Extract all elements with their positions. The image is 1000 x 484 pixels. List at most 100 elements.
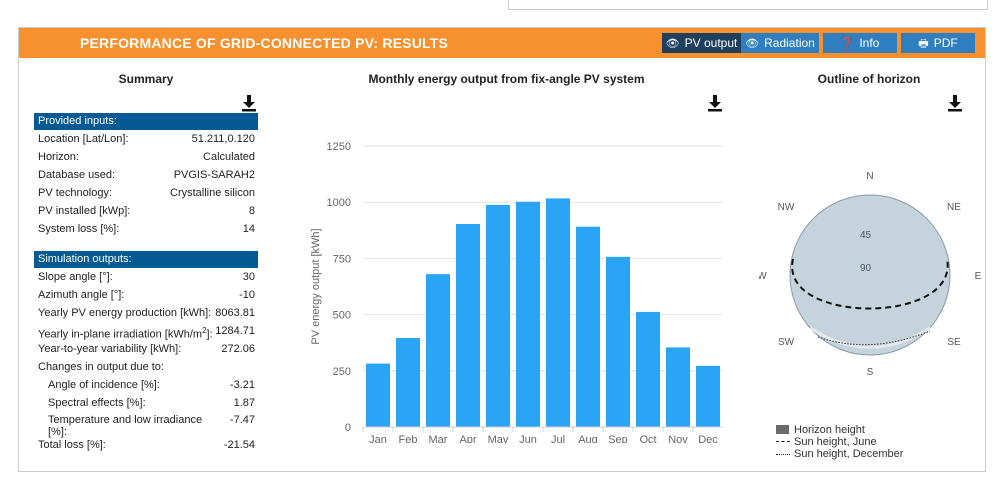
output-row: Total loss [%]: -21.54 bbox=[34, 436, 258, 454]
output-value: -3.21 bbox=[229, 379, 255, 391]
bar-mar bbox=[426, 274, 450, 427]
download-summary-icon[interactable] bbox=[241, 94, 257, 112]
sun-path-june bbox=[791, 258, 949, 310]
output-row: Temperature and low irradiance [%]: -7.47 bbox=[34, 412, 258, 438]
bar-feb bbox=[396, 337, 420, 427]
pdf-button[interactable]: 🖶 PDF bbox=[901, 33, 975, 53]
output-label: Total loss [%]: bbox=[38, 439, 106, 451]
x-tick-label: Oct bbox=[639, 434, 656, 443]
compass-label-se: SE bbox=[947, 337, 961, 348]
output-value: 272.06 bbox=[221, 343, 255, 355]
legend-horizon-height: Horizon height bbox=[774, 424, 903, 436]
question-circle-icon: ❓ bbox=[840, 38, 855, 50]
output-value: 1.87 bbox=[233, 397, 255, 409]
output-label: Year-to-year variability [kWh]: bbox=[38, 343, 182, 355]
x-tick-label: Jun bbox=[519, 434, 537, 443]
horizon-outline bbox=[809, 326, 931, 349]
download-horizon-icon[interactable] bbox=[947, 94, 963, 112]
output-value: -21.54 bbox=[223, 439, 255, 451]
y-tick-label: 500 bbox=[333, 310, 351, 322]
bar-apr bbox=[456, 224, 480, 427]
y-tick-label: 1000 bbox=[327, 197, 351, 209]
output-row: Changes in output due to: bbox=[34, 358, 258, 376]
chart-title: Monthly energy output from fix-angle PV … bbox=[368, 72, 645, 86]
horizon-disk bbox=[789, 194, 951, 356]
input-label: Horizon: bbox=[38, 151, 79, 163]
y-tick-label: 1250 bbox=[327, 141, 351, 153]
output-label: Angle of incidence [%]: bbox=[48, 379, 160, 391]
results-header: PERFORMANCE OF GRID-CONNECTED PV: RESULT… bbox=[19, 28, 985, 58]
bar-dec bbox=[696, 365, 720, 427]
output-row: Azimuth angle [°]: -10 bbox=[34, 286, 258, 304]
output-label: Spectral effects [%]: bbox=[48, 397, 146, 409]
x-tick-label: Dec bbox=[698, 434, 718, 443]
ring-label-90: 90 bbox=[860, 263, 872, 274]
output-row: Angle of incidence [%]: -3.21 bbox=[34, 376, 258, 394]
input-value: PVGIS-SARAH2 bbox=[173, 169, 255, 181]
input-row: Database used: PVGIS-SARAH2 bbox=[34, 166, 258, 184]
y-tick-label: 750 bbox=[333, 253, 351, 265]
eye-icon: 👁 bbox=[745, 38, 760, 50]
pv-output-button[interactable]: 👁 PV output bbox=[662, 33, 741, 53]
info-button[interactable]: ❓ Info bbox=[823, 33, 897, 53]
bar-oct bbox=[636, 311, 660, 427]
output-value: 30 bbox=[242, 271, 255, 283]
compass-label-e: E bbox=[975, 271, 981, 282]
horizon-plot: 45 90 N NE E SE S SW W NW bbox=[759, 171, 981, 378]
x-tick-label: Sep bbox=[608, 434, 628, 443]
eye-icon: 👁 bbox=[665, 38, 680, 50]
input-value: 14 bbox=[242, 223, 255, 235]
top-input-box bbox=[508, 0, 988, 10]
simulation-outputs-table: Simulation outputs: Slope angle [°]: 30 Az… bbox=[34, 251, 258, 454]
bar-jan bbox=[366, 363, 390, 427]
output-label: Azimuth angle [°]: bbox=[38, 289, 125, 301]
ring-label-45: 45 bbox=[860, 230, 872, 241]
legend-sun-june: Sun height, June bbox=[774, 436, 903, 448]
x-tick-label: Apr bbox=[459, 434, 476, 443]
bar-jul bbox=[546, 198, 570, 427]
output-value: -7.47 bbox=[229, 414, 255, 426]
radiation-button[interactable]: 👁 Radiation bbox=[741, 33, 819, 53]
output-label: Slope angle [°]: bbox=[38, 271, 113, 283]
download-chart-icon[interactable] bbox=[707, 94, 723, 112]
printer-icon: 🖶 bbox=[918, 38, 929, 50]
output-label: Yearly in-plane irradiation [kWh/m2]: bbox=[38, 326, 213, 341]
input-row: PV installed [kWp]: 8 bbox=[34, 202, 258, 220]
input-label: PV technology: bbox=[38, 187, 112, 199]
output-label: Yearly PV energy production [kWh]: bbox=[38, 307, 212, 319]
input-row: System loss [%]: 14 bbox=[34, 220, 258, 238]
sun-path-december bbox=[817, 330, 931, 346]
x-tick-label: Feb bbox=[399, 434, 418, 443]
bar-nov bbox=[666, 347, 690, 427]
bar-jun bbox=[516, 201, 540, 427]
simulation-outputs-header: Simulation outputs: bbox=[34, 251, 258, 268]
output-value: 8063.81 bbox=[215, 307, 255, 319]
summary-title: Summary bbox=[118, 72, 174, 86]
y-tick-label: 250 bbox=[333, 366, 351, 378]
monthly-energy-chart: 0 250 500 750 1000 1250 Jan Feb Mar Apr May Jun Jul A… bbox=[310, 141, 723, 443]
output-label: Changes in output due to: bbox=[38, 361, 164, 373]
compass-label-w: W bbox=[759, 271, 767, 282]
x-tick-label: Nov bbox=[668, 434, 688, 443]
output-value: 1284.71 bbox=[215, 325, 255, 337]
output-row: Year-to-year variability [kWh]: 272.06 bbox=[34, 340, 258, 358]
output-label: Temperature and low irradiance [%]: bbox=[48, 414, 203, 438]
provided-inputs-table: Provided inputs: Location [Lat/Lon]: 51.2… bbox=[34, 113, 258, 238]
output-row: Spectral effects [%]: 1.87 bbox=[34, 394, 258, 412]
input-value: 8 bbox=[248, 205, 255, 217]
page-title: PERFORMANCE OF GRID-CONNECTED PV: RESULT… bbox=[79, 35, 449, 51]
y-axis-label: PV energy output [kWh] bbox=[310, 228, 322, 344]
input-value: Calculated bbox=[203, 151, 255, 163]
output-row: Slope angle [°]: 30 bbox=[34, 268, 258, 286]
output-row: Yearly in-plane irradiation [kWh/m2]: 128… bbox=[34, 322, 258, 341]
input-row: PV technology: Crystalline silicon bbox=[34, 184, 258, 202]
results-panel: PERFORMANCE OF GRID-CONNECTED PV: RESULT… bbox=[18, 27, 986, 472]
input-row: Horizon: Calculated bbox=[34, 148, 258, 166]
compass-label-s: S bbox=[867, 367, 874, 378]
x-tick-label: Jan bbox=[369, 434, 387, 443]
input-label: Database used: bbox=[38, 169, 116, 181]
input-label: System loss [%]: bbox=[38, 223, 120, 235]
y-tick-label: 0 bbox=[345, 422, 351, 434]
output-row: Yearly PV energy production [kWh]: 8063.8… bbox=[34, 304, 258, 322]
compass-label-n: N bbox=[866, 171, 873, 182]
